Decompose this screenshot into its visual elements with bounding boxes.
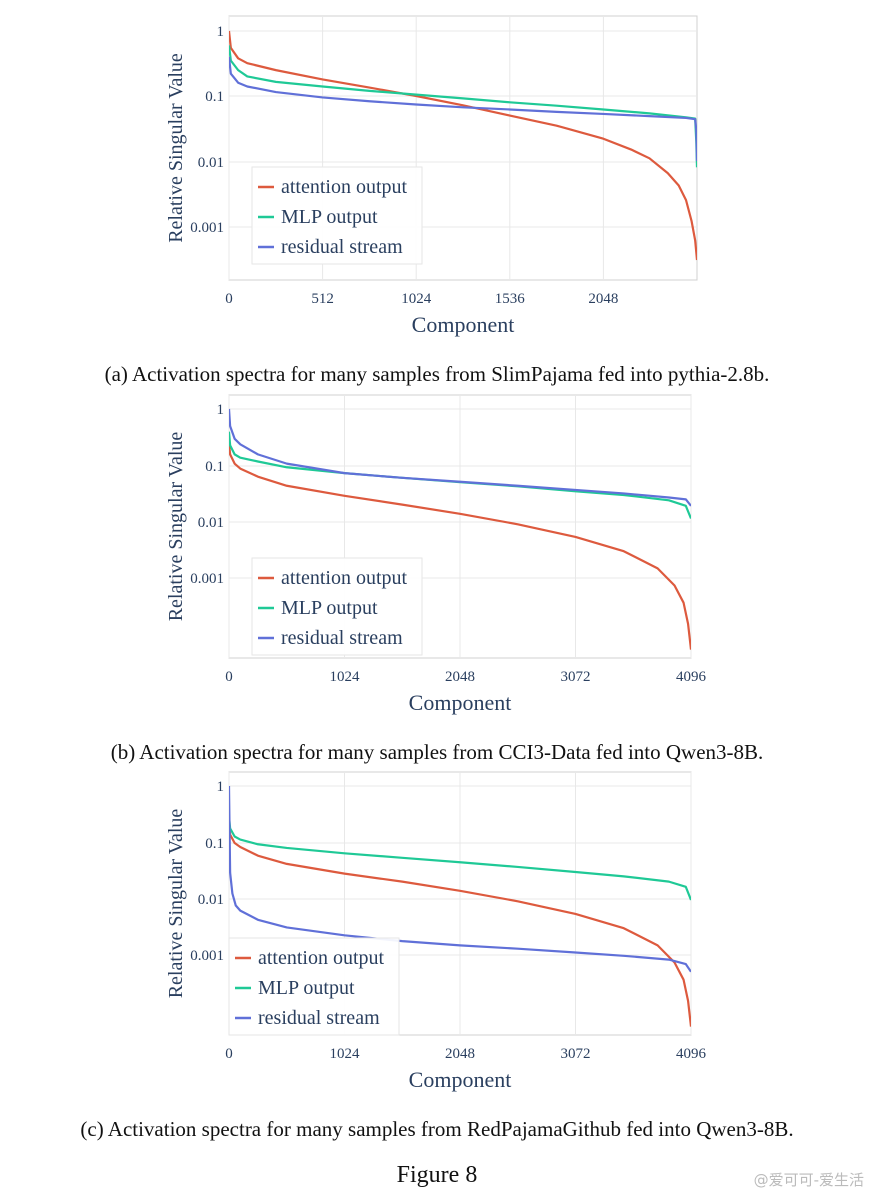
x-axis-label: Component <box>409 690 512 715</box>
legend-label: attention output <box>281 176 408 198</box>
chart-panel-1: 0 1024 2048 3072 4096 1 0.1 0.01 0.001 attention … <box>165 394 707 715</box>
y-tick-label: 1 <box>217 24 225 40</box>
y-tick-label: 1 <box>217 402 225 418</box>
y-tick-label: 0.001 <box>190 220 224 236</box>
legend-label: attention output <box>258 947 385 969</box>
legend: attention output MLP output residual strea… <box>251 557 423 656</box>
x-tick-label: 1536 <box>495 291 526 307</box>
series-line-residual-stream <box>229 408 691 507</box>
y-axis-label: Relative Singular Value <box>165 53 187 243</box>
series-line-attention-output <box>229 443 691 650</box>
legend-box <box>251 557 423 656</box>
series-line-attention-output <box>229 823 691 1027</box>
x-tick-label: 2048 <box>588 291 618 307</box>
legend: attention output MLP output residual strea… <box>228 937 400 1036</box>
y-tick-label: 0.001 <box>190 571 224 587</box>
series-line-residual-stream <box>229 56 697 162</box>
y-tick-label: 0.1 <box>205 89 224 105</box>
y-tick-label: 0.01 <box>198 892 224 908</box>
x-tick-label: 3072 <box>561 669 591 685</box>
y-tick-label: 0.1 <box>205 836 224 852</box>
caption-a: (a) Activation spectra for many samples … <box>104 362 770 386</box>
figure-title: Figure 8 <box>396 1162 478 1188</box>
x-axis-label: Component <box>412 312 515 337</box>
legend-label: MLP output <box>281 597 378 619</box>
chart-panel-0: 0 512 1024 1536 2048 1 0.1 0.01 0.001 attention o… <box>165 15 698 337</box>
y-axis-label: Relative Singular Value <box>165 432 187 622</box>
series-line-attention-output <box>229 30 697 261</box>
y-tick-label: 0.01 <box>198 515 224 531</box>
x-tick-label: 0 <box>225 291 233 307</box>
x-tick-label: 1024 <box>401 291 432 307</box>
x-tick-label: 2048 <box>445 1046 475 1062</box>
legend-label: MLP output <box>281 206 378 228</box>
y-axis-label: Relative Singular Value <box>165 809 187 999</box>
x-tick-label: 512 <box>311 291 334 307</box>
x-tick-label: 4096 <box>676 1046 707 1062</box>
legend: attention output MLP output residual strea… <box>251 166 423 265</box>
legend-box <box>251 166 423 265</box>
y-tick-label: 0.1 <box>205 459 224 475</box>
legend-label: residual stream <box>258 1007 380 1029</box>
y-tick-label: 0.001 <box>190 948 224 964</box>
x-tick-label: 4096 <box>676 669 707 685</box>
series-line-mlp-output <box>229 815 691 901</box>
x-tick-label: 2048 <box>445 669 475 685</box>
legend-label: residual stream <box>281 236 403 258</box>
x-axis-label: Component <box>409 1067 512 1092</box>
caption-b: (b) Activation spectra for many samples … <box>110 740 764 764</box>
watermark: @爱可可-爱生活 <box>753 1171 864 1189</box>
x-tick-label: 1024 <box>330 669 361 685</box>
x-tick-label: 0 <box>225 1046 233 1062</box>
y-tick-label: 1 <box>217 779 225 795</box>
x-tick-label: 1024 <box>330 1046 361 1062</box>
caption-c: (c) Activation spectra for many samples … <box>80 1117 794 1141</box>
legend-box <box>228 937 400 1036</box>
legend-label: residual stream <box>281 627 403 649</box>
legend-label: attention output <box>281 567 408 589</box>
y-tick-label: 0.01 <box>198 155 224 171</box>
x-tick-label: 3072 <box>561 1046 591 1062</box>
x-tick-label: 0 <box>225 669 233 685</box>
legend-label: MLP output <box>258 977 355 999</box>
